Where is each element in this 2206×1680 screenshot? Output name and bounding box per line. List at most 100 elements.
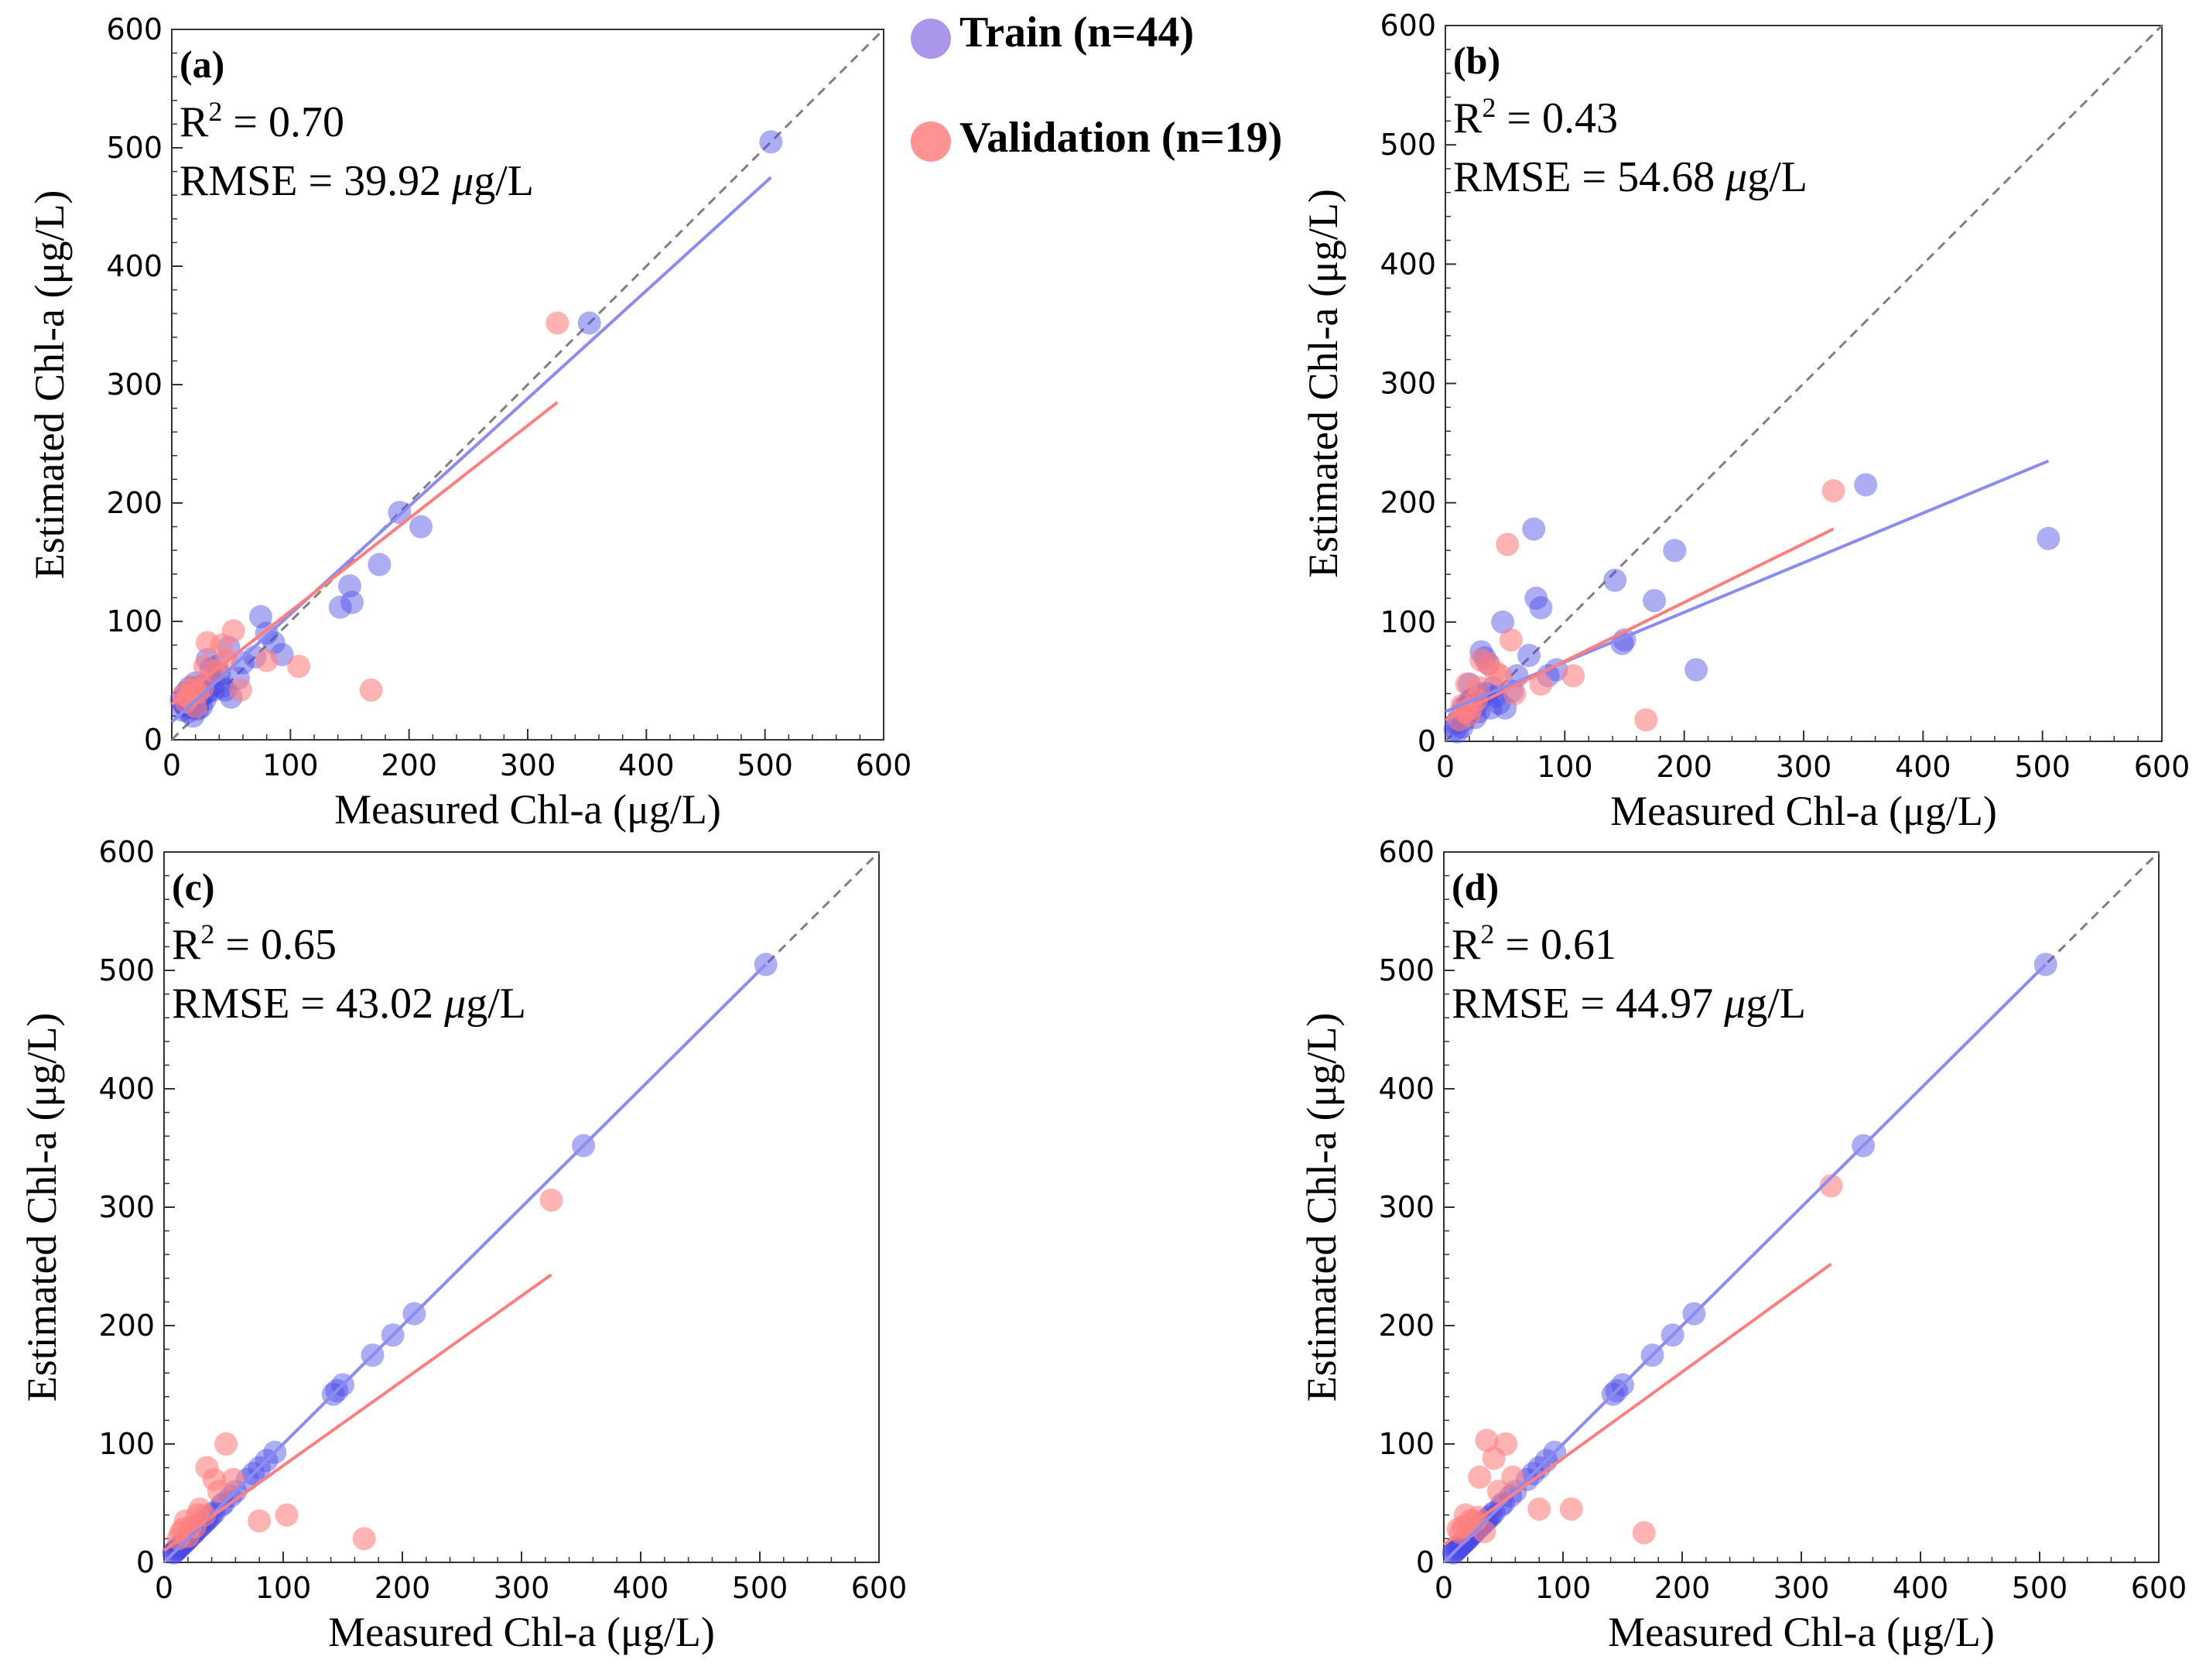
x-tick-label: 100 [1537,750,1593,784]
validation-point [193,1503,217,1527]
train-point [1684,658,1708,682]
axis-ticks: 00 100 100 200 200 300 300 400 400 500 500 600 600 [106,12,911,782]
y-tick-label: 0 [136,1545,155,1579]
legend-train-marker [911,19,951,59]
r2-value: = 0.61 [1494,921,1616,969]
x-axis-label: Measured Chl-a (μg/L) [328,1609,715,1655]
y-tick-label: 0 [144,723,162,757]
x-tick-label: 600 [851,1571,908,1605]
y-tick-label: 300 [98,1190,155,1224]
validation-point [1819,1174,1843,1198]
train-fit-line [1442,963,2047,1564]
panel-c: 00 100 100 200 200 300 300 400 400 500 500 600 600 (c… [19,835,907,1655]
y-tick-label: 300 [106,368,162,402]
y-tick-label: 400 [98,1072,155,1106]
y-tick-label: 500 [1380,128,1436,162]
validation-point [228,678,252,702]
train-point [328,595,352,619]
panel-label: (d) [1452,865,1499,908]
legend-validation-marker [911,121,951,162]
y-tick-label: 200 [106,486,162,520]
validation-point [1559,1497,1583,1521]
data-points [1443,473,2061,744]
rmse-unit-mu: μ [1725,153,1747,201]
r2-symbol: R [1453,94,1483,142]
rmse-value: RMSE = 44.97 [1452,980,1724,1028]
validation-point [1451,1515,1475,1539]
rmse-value: RMSE = 54.68 [1453,153,1725,201]
validation-point [1476,652,1500,676]
x-tick-label: 400 [1895,750,1951,784]
y-tick-label: 100 [1378,1427,1435,1461]
r2-symbol: R [172,921,201,969]
train-point [759,130,783,154]
x-tick-label: 300 [494,1571,550,1605]
train-point [340,590,364,614]
validation-point [255,648,279,672]
panel-label: (b) [1453,39,1500,82]
legend-validation-label: Validation (n=19) [959,114,1282,162]
x-tick-label: 400 [613,1571,669,1605]
x-tick-label: 500 [2012,1571,2068,1605]
r2-superscript: 2 [200,919,214,949]
train-point [249,604,272,628]
y-tick-label: 600 [1380,9,1436,43]
r2-annotation: R2 = 0.61 [1452,919,1616,969]
train-point [1643,589,1667,613]
rmse-annotation: RMSE = 39.92 μg/L [180,157,534,205]
y-tick-label: 600 [106,12,162,46]
legend-train-label: Train (n=44) [959,9,1194,56]
y-axis-label: Estimated Chl-a (μg/L) [1300,189,1346,578]
axis-ticks: 00 100 100 200 200 300 300 400 400 500 500 600 600 [1378,835,2187,1605]
x-tick-label: 0 [155,1571,173,1605]
rmse-unit-rest: g/L [1747,153,1808,201]
y-axis-label: Estimated Chl-a (μg/L) [19,1013,65,1402]
validation-point [1501,1465,1525,1489]
rmse-unit-mu: μ [443,980,466,1028]
identity-line [170,28,885,741]
validation-point [1496,532,1520,556]
legend-train: Train (n=44) [911,9,1194,59]
train-point [2037,526,2061,550]
train-point [577,311,601,335]
validation-point [193,655,217,679]
validation-fit-line [162,1273,552,1552]
validation-point [1527,1497,1551,1521]
x-tick-label: 300 [1773,1571,1830,1605]
train-point [1522,517,1546,541]
validation-point [207,1480,231,1504]
rmse-value: RMSE = 43.02 [172,980,444,1028]
validation-point [196,631,219,655]
y-tick-label: 200 [1378,1309,1435,1343]
x-tick-label: 200 [381,748,437,782]
x-axis-label: Measured Chl-a (μg/L) [1610,788,1997,834]
x-tick-label: 0 [162,748,181,782]
axis-ticks: 00 100 100 200 200 300 300 400 400 500 500 600 600 [1380,9,2190,784]
r2-annotation: R2 = 0.65 [172,919,337,969]
x-tick-label: 400 [1893,1571,1949,1605]
y-tick-label: 100 [106,604,162,638]
panel-d: 00 100 100 200 200 300 300 400 400 500 500 600 600 (d… [1298,835,2187,1655]
train-point [409,515,433,539]
y-tick-label: 100 [98,1427,155,1461]
validation-point [352,1527,376,1551]
x-tick-label: 100 [255,1571,312,1605]
y-tick-label: 200 [1380,486,1436,520]
identity-line [1444,24,2163,743]
validation-point [1468,1465,1492,1489]
r2-superscript: 2 [1480,919,1494,949]
y-tick-label: 300 [1380,367,1436,401]
rmse-unit-rest: g/L [1746,980,1806,1028]
train-point [338,574,361,598]
validation-point [1486,1480,1510,1504]
legend-validation: Validation (n=19) [911,114,1282,162]
panels: 00100100200200300300400400500500600600(a… [19,9,2190,1655]
x-tick-label: 100 [262,748,319,782]
x-tick-label: 100 [1535,1571,1592,1605]
y-tick-label: 400 [106,249,162,283]
panel-a: 00 100 100 200 200 300 300 400 400 500 500 600 600 (a… [26,12,911,833]
validation-point [248,1509,272,1533]
train-point [1529,596,1553,620]
train-point [1524,587,1548,610]
x-tick-label: 0 [1436,750,1455,784]
